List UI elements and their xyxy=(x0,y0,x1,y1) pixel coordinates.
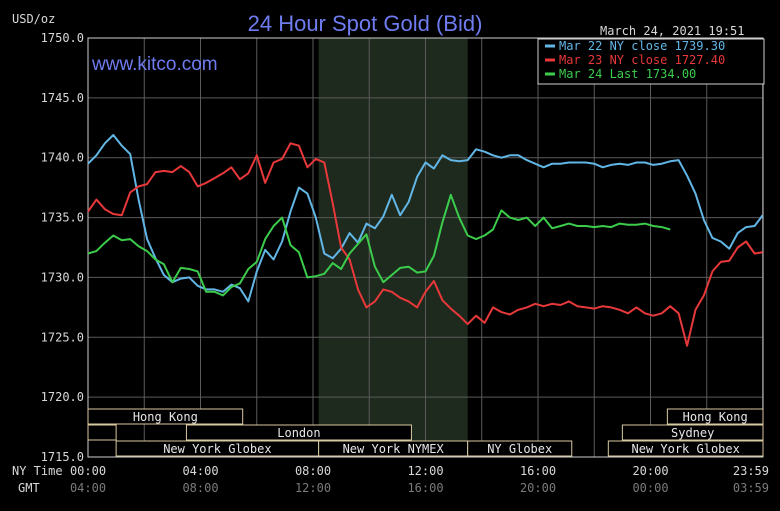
session-label: Hong Kong xyxy=(133,410,198,424)
session-box xyxy=(467,440,573,457)
chart-title: 24 Hour Spot Gold (Bid) xyxy=(248,11,483,36)
session-label: New York NYMEX xyxy=(343,442,445,456)
x-axis-label-gmt: GMT xyxy=(18,481,40,495)
x-tick-label-gmt: 08:00 xyxy=(182,481,218,495)
session-label: Sydney xyxy=(671,426,714,440)
legend-label: Mar 23 NY close 1727.40 xyxy=(559,53,725,67)
session-label: New York Globex xyxy=(163,442,271,456)
x-tick-label-ny: 04:00 xyxy=(182,464,218,478)
series-line xyxy=(87,142,763,347)
x-tick-labels: 00:00 04:00 04:00 08:00 08:00 12:00 12:00 16:00… xyxy=(70,464,769,495)
x-tick-label-gmt: 00:00 xyxy=(632,481,668,495)
y-tick-label: 1745.0 xyxy=(41,91,84,105)
session-label: Hong Kong xyxy=(683,410,748,424)
y-axis-label: USD/oz xyxy=(12,12,55,26)
x-tick-label-gmt: 12:00 xyxy=(295,481,331,495)
session-label: London xyxy=(277,426,320,440)
legend-label: Mar 24 Last 1734.00 xyxy=(559,67,696,81)
session-box xyxy=(87,408,244,425)
shaded-region xyxy=(318,38,468,457)
y-tick-label: 1735.0 xyxy=(41,211,84,225)
x-tick-label-ny: 12:00 xyxy=(407,464,443,478)
x-axis-label-ny: NY Time xyxy=(12,464,63,478)
y-tick-label: 1720.0 xyxy=(41,390,84,404)
y-tick-labels: 1750.0 1745.0 1740.0 1735.0 1730.0 1725.0 1720… xyxy=(41,31,84,464)
legend-box xyxy=(537,38,765,85)
y-tick-label: 1725.0 xyxy=(41,330,84,344)
y-tick-label: 1715.0 xyxy=(41,450,84,464)
session-box xyxy=(607,440,764,457)
y-tick-label: 1740.0 xyxy=(41,151,84,165)
x-tick-label-ny: 00:00 xyxy=(70,464,106,478)
plot-frame xyxy=(87,37,764,458)
session-box xyxy=(87,424,117,441)
x-tick-label-ny: 16:00 xyxy=(520,464,556,478)
x-tick-label-gmt: 04:00 xyxy=(70,481,106,495)
kitco-website-link[interactable]: www.kitco.com xyxy=(91,54,218,75)
session-box xyxy=(666,408,764,425)
session-box xyxy=(185,424,412,441)
x-tick-label-ny: 23:59 xyxy=(733,464,769,478)
x-tick-label-gmt: 20:00 xyxy=(520,481,556,495)
x-tick-label-gmt: 16:00 xyxy=(407,481,443,495)
x-tick-label-gmt: 03:59 xyxy=(733,481,769,495)
legend-label: Mar 22 NY close 1739.30 xyxy=(559,39,725,53)
x-tick-label-ny: 08:00 xyxy=(295,464,331,478)
series-line xyxy=(87,134,764,303)
price-series xyxy=(87,134,764,347)
chart-timestamp: March 24, 2021 19:51 xyxy=(600,24,745,38)
session-label: NY Globex xyxy=(487,442,552,456)
session-box xyxy=(621,424,764,441)
series-line xyxy=(87,193,671,297)
x-tick-label-ny: 20:00 xyxy=(632,464,668,478)
y-tick-label: 1730.0 xyxy=(41,270,84,284)
session-label: New York Globex xyxy=(631,442,739,456)
y-tick-label: 1750.0 xyxy=(41,31,84,45)
nymex-shaded-region xyxy=(318,38,468,457)
trading-sessions: Hong Kong Hong Kong London Sydney New York G… xyxy=(87,408,764,457)
